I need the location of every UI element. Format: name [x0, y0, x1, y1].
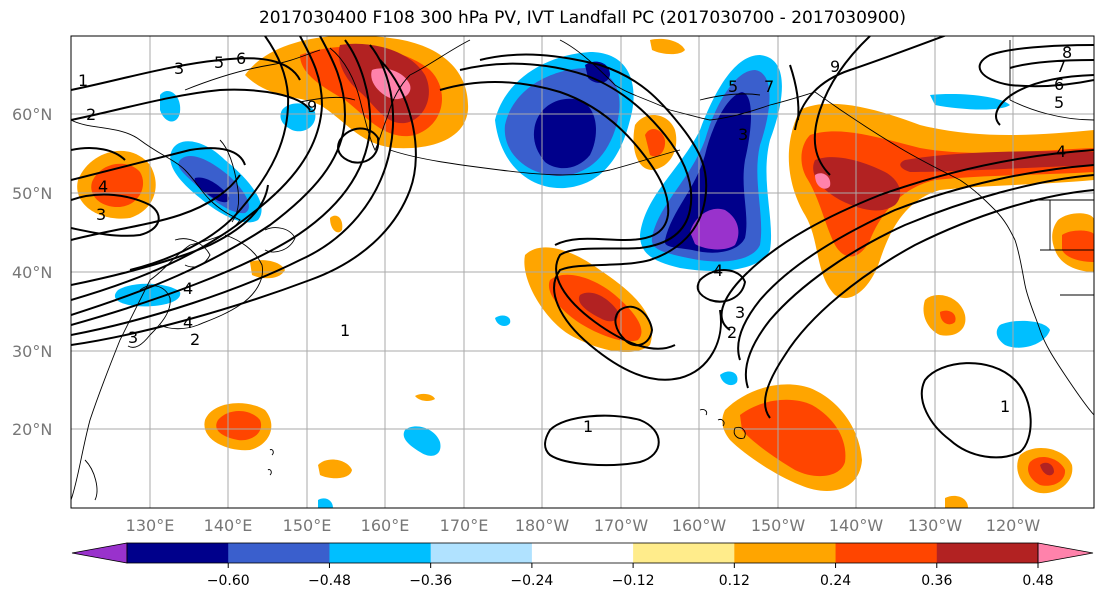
lon-label: 140°W — [829, 516, 884, 535]
lon-label: 170°E — [440, 516, 489, 535]
colorbar: −0.60 −0.48 −0.36 −0.24 −0.12 0.12 0.24 0.36 0.4… — [71, 542, 1094, 589]
svg-text:5: 5 — [214, 53, 224, 72]
colorbar-tick-label: 0.24 — [820, 573, 851, 589]
lat-label: 40°N — [12, 263, 52, 282]
lon-label: 120°W — [986, 516, 1041, 535]
colorbar-extend-high — [1037, 542, 1094, 564]
colorbar-tick-label: −0.60 — [207, 573, 250, 589]
colorbar-tick-label: −0.36 — [409, 573, 452, 589]
map-frame — [70, 35, 1095, 509]
svg-text:4: 4 — [183, 313, 193, 332]
svg-text:3: 3 — [735, 303, 745, 322]
pv-shading — [77, 36, 1094, 508]
pc-contours — [71, 36, 1094, 467]
svg-text:3: 3 — [96, 205, 106, 224]
svg-text:7: 7 — [764, 77, 774, 96]
svg-text:9: 9 — [307, 97, 317, 116]
svg-text:6: 6 — [236, 49, 246, 68]
svg-text:4: 4 — [1056, 142, 1066, 161]
lon-label: 180°W — [515, 516, 570, 535]
colorbar-segment — [430, 543, 533, 563]
map-title: 2017030400 F108 300 hPa PV, IVT Landfall… — [258, 8, 906, 28]
colorbar-tick-label: −0.48 — [308, 573, 351, 589]
colorbar-segment — [936, 543, 1039, 563]
contour-labels: 1 2 3 5 6 4 3 4 4 3 2 1 9 5 7 3 9 8 7 6 … — [78, 43, 1072, 436]
svg-text:1: 1 — [340, 321, 350, 340]
lon-label: 130°E — [126, 516, 175, 535]
lon-label: 170°W — [594, 516, 649, 535]
colorbar-segment — [734, 543, 837, 563]
svg-text:4: 4 — [713, 261, 723, 280]
svg-text:1: 1 — [583, 417, 593, 436]
svg-text:9: 9 — [830, 57, 840, 76]
svg-text:2: 2 — [86, 105, 96, 124]
colorbar-segment — [633, 543, 735, 563]
lat-label: 30°N — [12, 342, 52, 361]
colorbar-tick-label: 0.48 — [1022, 573, 1053, 589]
colorbar-segment — [329, 543, 432, 563]
svg-text:6: 6 — [1054, 75, 1064, 94]
lat-label: 50°N — [12, 184, 52, 203]
lon-label: 160°W — [672, 516, 727, 535]
lon-label: 150°W — [751, 516, 806, 535]
svg-text:3: 3 — [738, 125, 748, 144]
svg-text:3: 3 — [174, 59, 184, 78]
colorbar-segment — [835, 543, 938, 563]
colorbar-tick-label: −0.12 — [612, 573, 655, 589]
colorbar-extend-low — [71, 542, 128, 564]
lat-label: 60°N — [12, 105, 52, 124]
svg-text:8: 8 — [1062, 43, 1072, 62]
svg-text:5: 5 — [1054, 93, 1064, 112]
lon-label: 160°E — [361, 516, 410, 535]
lon-label: 130°W — [908, 516, 963, 535]
svg-text:7: 7 — [1056, 57, 1066, 76]
lon-label: 150°E — [283, 516, 332, 535]
colorbar-tick-label: 0.36 — [921, 573, 952, 589]
colorbar-segment — [228, 543, 330, 563]
svg-text:2: 2 — [190, 330, 200, 349]
colorbar-tick-label: −0.24 — [510, 573, 553, 589]
lat-label: 20°N — [12, 420, 52, 439]
gridlines — [71, 36, 1094, 508]
lon-label: 140°E — [204, 516, 253, 535]
svg-text:4: 4 — [183, 279, 193, 298]
longitude-labels: 130°E 140°E 150°E 160°E 170°E 180°W 170°… — [126, 516, 1041, 535]
svg-text:2: 2 — [727, 323, 737, 342]
colorbar-border — [126, 542, 1039, 564]
svg-text:1: 1 — [1000, 397, 1010, 416]
svg-text:5: 5 — [728, 77, 738, 96]
svg-text:4: 4 — [98, 177, 108, 196]
latitude-labels: 60°N 50°N 40°N 30°N 20°N — [12, 105, 52, 439]
svg-text:3: 3 — [128, 328, 138, 347]
colorbar-segment — [127, 543, 229, 563]
colorbar-segment — [531, 543, 634, 563]
colorbar-tick-label: 0.12 — [719, 573, 750, 589]
svg-text:1: 1 — [78, 71, 88, 90]
